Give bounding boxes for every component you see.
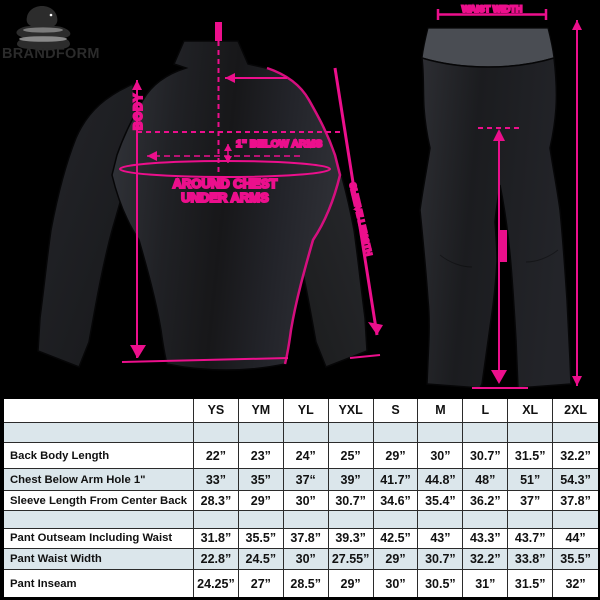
svg-text:UNDER ARMS: UNDER ARMS (181, 190, 269, 205)
svg-text:AROUND CHEST: AROUND CHEST (173, 176, 278, 191)
svg-text:BRANDFORM: BRANDFORM (2, 46, 100, 62)
svg-text:BODY: BODY (133, 93, 145, 130)
svg-text:WAIST WIDTH: WAIST WIDTH (462, 4, 523, 14)
svg-text:1" BELOW ARMS: 1" BELOW ARMS (236, 138, 322, 150)
